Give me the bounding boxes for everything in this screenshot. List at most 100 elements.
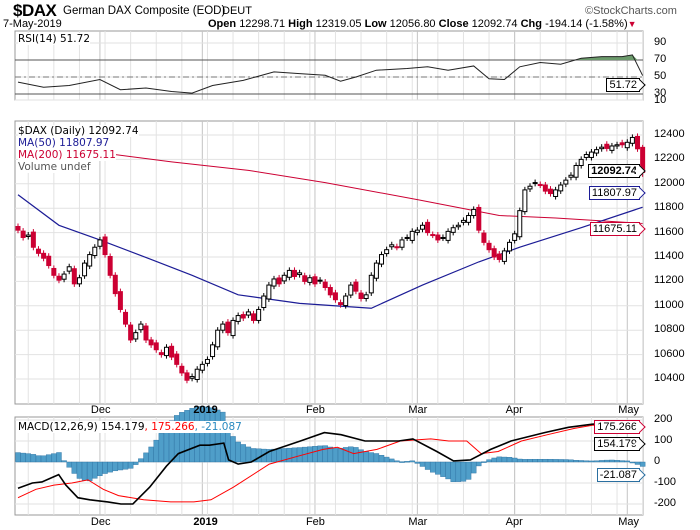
candle [174,351,180,368]
macd-histogram-bar [214,409,221,463]
candle [41,250,47,262]
candle-body [245,311,251,316]
x-axis-month-label: Feb [305,404,325,416]
candle [204,356,210,367]
macd-signal-line [17,424,643,503]
macd-histogram-bar [465,461,472,480]
macd-histogram-bar [107,461,113,473]
macd-histogram-bar [583,460,590,463]
price-axis-tick: 10600 [654,347,685,360]
candle [409,228,415,244]
candle [425,219,431,236]
candle [517,207,523,240]
candle-body [66,266,72,272]
macd-histogram-bar [235,441,241,463]
macd-histogram-bar [25,453,31,463]
macd-value-tag: 154.179 [594,437,640,451]
candle-body [384,249,390,255]
macd-histogram-bar [537,459,543,463]
macd-histogram-bar [409,460,415,463]
security-name: German DAX Composite (EOD) [63,5,226,17]
candle-body [117,291,123,310]
ma200-line [104,152,643,224]
close-value: 12092.74 [471,18,518,30]
macd-histogram-bar [517,458,523,463]
price-legend: $DAX (Daily) 12092.74 [18,125,139,137]
candle-body [291,269,297,278]
macd-histogram-bar [158,433,165,463]
macd-histogram-bar [383,456,390,463]
candle-body [430,234,436,237]
panel-frame [14,120,644,405]
candle-body [512,233,518,241]
candle [450,224,456,236]
macd-histogram-bar [404,461,410,463]
candle [553,186,559,200]
macd-histogram-bar [568,459,574,463]
macd-histogram-bar [558,459,564,463]
macd-histogram-bar [588,460,595,463]
x-axis-month-label: Apr [505,516,523,528]
candle-body [481,232,487,243]
candle [322,279,328,291]
macd-histogram-bar [138,458,144,463]
candle-body [179,365,185,374]
macd-histogram-bar [327,446,334,463]
candle [163,344,169,359]
candle-body [537,184,543,187]
candle [445,228,451,244]
candle-body [496,253,502,260]
price-axis-tick: 10400 [654,372,685,384]
high-value: 12319.05 [315,18,362,30]
candle [297,269,303,278]
macd-histogram-bar [424,461,431,470]
rsi-axis-tick: 30 [654,87,667,99]
macd-histogram-bar [450,461,456,482]
candle-body [368,274,374,294]
rsi-axis-tick: 10 [654,94,667,106]
x-axis-month-label: Apr [505,404,523,416]
candle-body [251,313,257,321]
candle-body [276,277,282,285]
candle-body [507,241,513,252]
candle-body [419,224,425,230]
macd-histogram-bar [127,461,134,469]
candle [225,319,231,336]
candle-body [307,277,313,283]
macd-axis-tick: 100 [654,434,673,446]
candle [302,272,308,285]
candle [624,139,630,151]
candle-body [256,308,262,321]
x-axis-month-label: Dec [90,516,111,528]
candle-body [343,295,349,307]
candle-body [271,278,277,287]
x-axis-month-label: Dec [90,404,111,416]
macd-histogram-bar [604,459,610,463]
candle-body [87,254,93,267]
candle-body [174,353,180,365]
candle [158,349,164,358]
candle-body [25,234,31,238]
candle [235,312,241,325]
candle-body [435,234,441,241]
macd-histogram-bar [634,461,641,465]
candle [112,272,118,297]
candle-body [41,252,47,259]
candle [286,267,292,281]
candle [210,341,216,360]
candle-body [56,275,62,281]
chg-value: -194.14 (-1.58%) [545,18,628,30]
candle-body [92,246,98,257]
ohlc-summary: Open 12298.71 High 12319.05 Low 12056.80… [208,18,637,31]
candle-body [476,206,482,231]
candle-body [588,151,594,158]
exchange: DEUT [222,5,252,17]
candle [307,274,313,286]
candle-body [563,179,569,185]
stockcharts-watermark: ©StockCharts.com [585,5,677,17]
candle [486,240,492,253]
candle-body [573,165,579,178]
candle-body [399,239,405,248]
candle [348,282,354,299]
candle [568,172,574,181]
